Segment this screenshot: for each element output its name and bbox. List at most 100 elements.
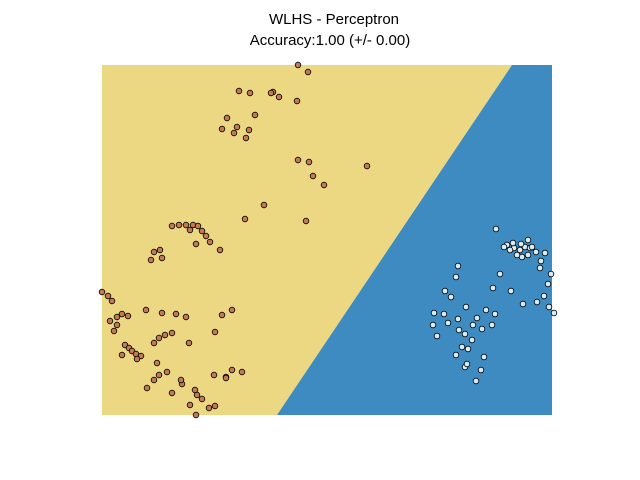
scatter-point-class-1 — [441, 287, 449, 295]
scatter-point-class-0 — [113, 321, 121, 329]
scatter-point-class-0 — [242, 134, 250, 142]
scatter-point-class-0 — [241, 215, 249, 223]
scatter-point-class-0 — [294, 156, 302, 164]
scatter-point-class-1 — [447, 293, 455, 301]
scatter-point-class-1 — [513, 251, 521, 259]
scatter-point-class-1 — [429, 321, 437, 329]
scatter-point-class-1 — [541, 249, 549, 257]
scatter-point-class-1 — [478, 325, 486, 333]
scatter-point-class-0 — [147, 256, 155, 264]
scatter-point-class-1 — [537, 257, 545, 265]
scatter-point-class-0 — [177, 376, 185, 384]
scatter-point-class-0 — [113, 313, 121, 321]
scatter-point-class-1 — [528, 243, 536, 251]
scatter-point-class-0 — [150, 248, 158, 256]
scatter-point-class-1 — [462, 303, 470, 311]
scatter-point-class-0 — [192, 411, 200, 419]
scatter-point-class-0 — [150, 376, 158, 384]
scatter-point-class-0 — [153, 359, 161, 367]
scatter-point-class-0 — [320, 181, 328, 189]
scatter-point-class-0 — [218, 125, 226, 133]
scatter-point-class-1 — [472, 377, 480, 385]
scatter-point-class-1 — [545, 303, 553, 311]
scatter-point-class-0 — [305, 158, 313, 166]
scatter-point-class-1 — [492, 225, 500, 233]
scatter-point-class-0 — [228, 306, 236, 314]
scatter-point-class-0 — [108, 297, 116, 305]
scatter-point-class-1 — [454, 315, 462, 323]
scatter-point-class-0 — [156, 246, 164, 254]
scatter-point-class-0 — [150, 339, 158, 347]
scatter-point-class-1 — [489, 284, 497, 292]
decision-region-left — [102, 65, 512, 415]
scatter-point-class-0 — [211, 328, 219, 336]
scatter-point-class-0 — [206, 238, 214, 246]
scatter-point-class-0 — [222, 374, 230, 382]
scatter-point-class-1 — [452, 351, 460, 359]
scatter-point-class-0 — [155, 371, 163, 379]
scatter-point-class-1 — [516, 246, 524, 254]
scatter-point-class-0 — [211, 402, 219, 410]
scatter-point-class-0 — [223, 114, 231, 122]
scatter-point-class-1 — [433, 332, 441, 340]
scatter-point-class-0 — [106, 317, 114, 325]
scatter-point-class-1 — [509, 239, 517, 247]
scatter-points — [98, 61, 558, 419]
scatter-point-class-0 — [193, 391, 201, 399]
scatter-point-class-1 — [533, 298, 541, 306]
scatter-point-class-1 — [473, 314, 481, 322]
scatter-point-class-0 — [182, 313, 190, 321]
scatter-point-class-0 — [235, 87, 243, 95]
scatter-point-class-1 — [454, 262, 462, 270]
scatter-point-class-1 — [532, 248, 540, 256]
scatter-point-class-0 — [133, 355, 141, 363]
scatter-point-class-0 — [104, 292, 112, 300]
scatter-point-class-0 — [260, 201, 268, 209]
scatter-point-class-1 — [440, 310, 448, 318]
scatter-point-class-1 — [458, 343, 466, 351]
scatter-point-class-0 — [198, 395, 206, 403]
scatter-point-class-1 — [524, 236, 532, 244]
scatter-point-class-1 — [536, 264, 544, 272]
scatter-point-class-1 — [517, 240, 525, 248]
scatter-point-class-0 — [142, 306, 150, 314]
scatter-point-class-0 — [161, 331, 169, 339]
scatter-point-class-1 — [452, 273, 460, 281]
chart-title: WLHS - Perceptron — [269, 11, 399, 28]
scatter-point-class-0 — [110, 327, 118, 335]
scatter-point-class-1 — [519, 300, 527, 308]
scatter-point-class-0 — [304, 68, 312, 76]
scatter-point-class-1 — [524, 251, 532, 259]
scatter-point-class-1 — [544, 280, 552, 288]
scatter-point-class-1 — [488, 321, 496, 329]
scatter-point-class-0 — [205, 404, 213, 412]
scatter-point-class-0 — [228, 366, 236, 374]
scatter-point-class-0 — [216, 246, 224, 254]
scatter-point-class-0 — [186, 226, 194, 234]
scatter-point-class-0 — [233, 123, 241, 131]
scatter-point-class-1 — [540, 292, 548, 300]
scatter-point-class-0 — [210, 371, 218, 379]
scatter-point-class-1 — [491, 310, 499, 318]
scatter-point-class-0 — [309, 172, 317, 180]
scatter-point-class-0 — [192, 240, 200, 248]
scatter-point-class-1 — [480, 353, 488, 361]
scatter-point-class-0 — [158, 309, 166, 317]
scatter-point-class-0 — [168, 222, 176, 230]
scatter-point-class-1 — [547, 270, 555, 278]
scatter-point-class-1 — [469, 321, 477, 329]
scatter-point-class-1 — [463, 360, 471, 368]
scatter-point-class-0 — [202, 232, 210, 240]
scatter-point-class-0 — [363, 162, 371, 170]
scatter-point-class-0 — [118, 351, 126, 359]
scatter-point-class-1 — [461, 330, 469, 338]
scatter-point-class-1 — [507, 287, 515, 295]
scatter-point-class-0 — [185, 339, 193, 347]
scatter-point-class-0 — [267, 89, 275, 97]
scatter-point-class-0 — [158, 254, 166, 262]
scatter-point-class-0 — [98, 288, 106, 296]
scatter-point-class-0 — [168, 329, 176, 337]
scatter-point-class-0 — [194, 222, 202, 230]
scatter-point-class-0 — [172, 310, 180, 318]
